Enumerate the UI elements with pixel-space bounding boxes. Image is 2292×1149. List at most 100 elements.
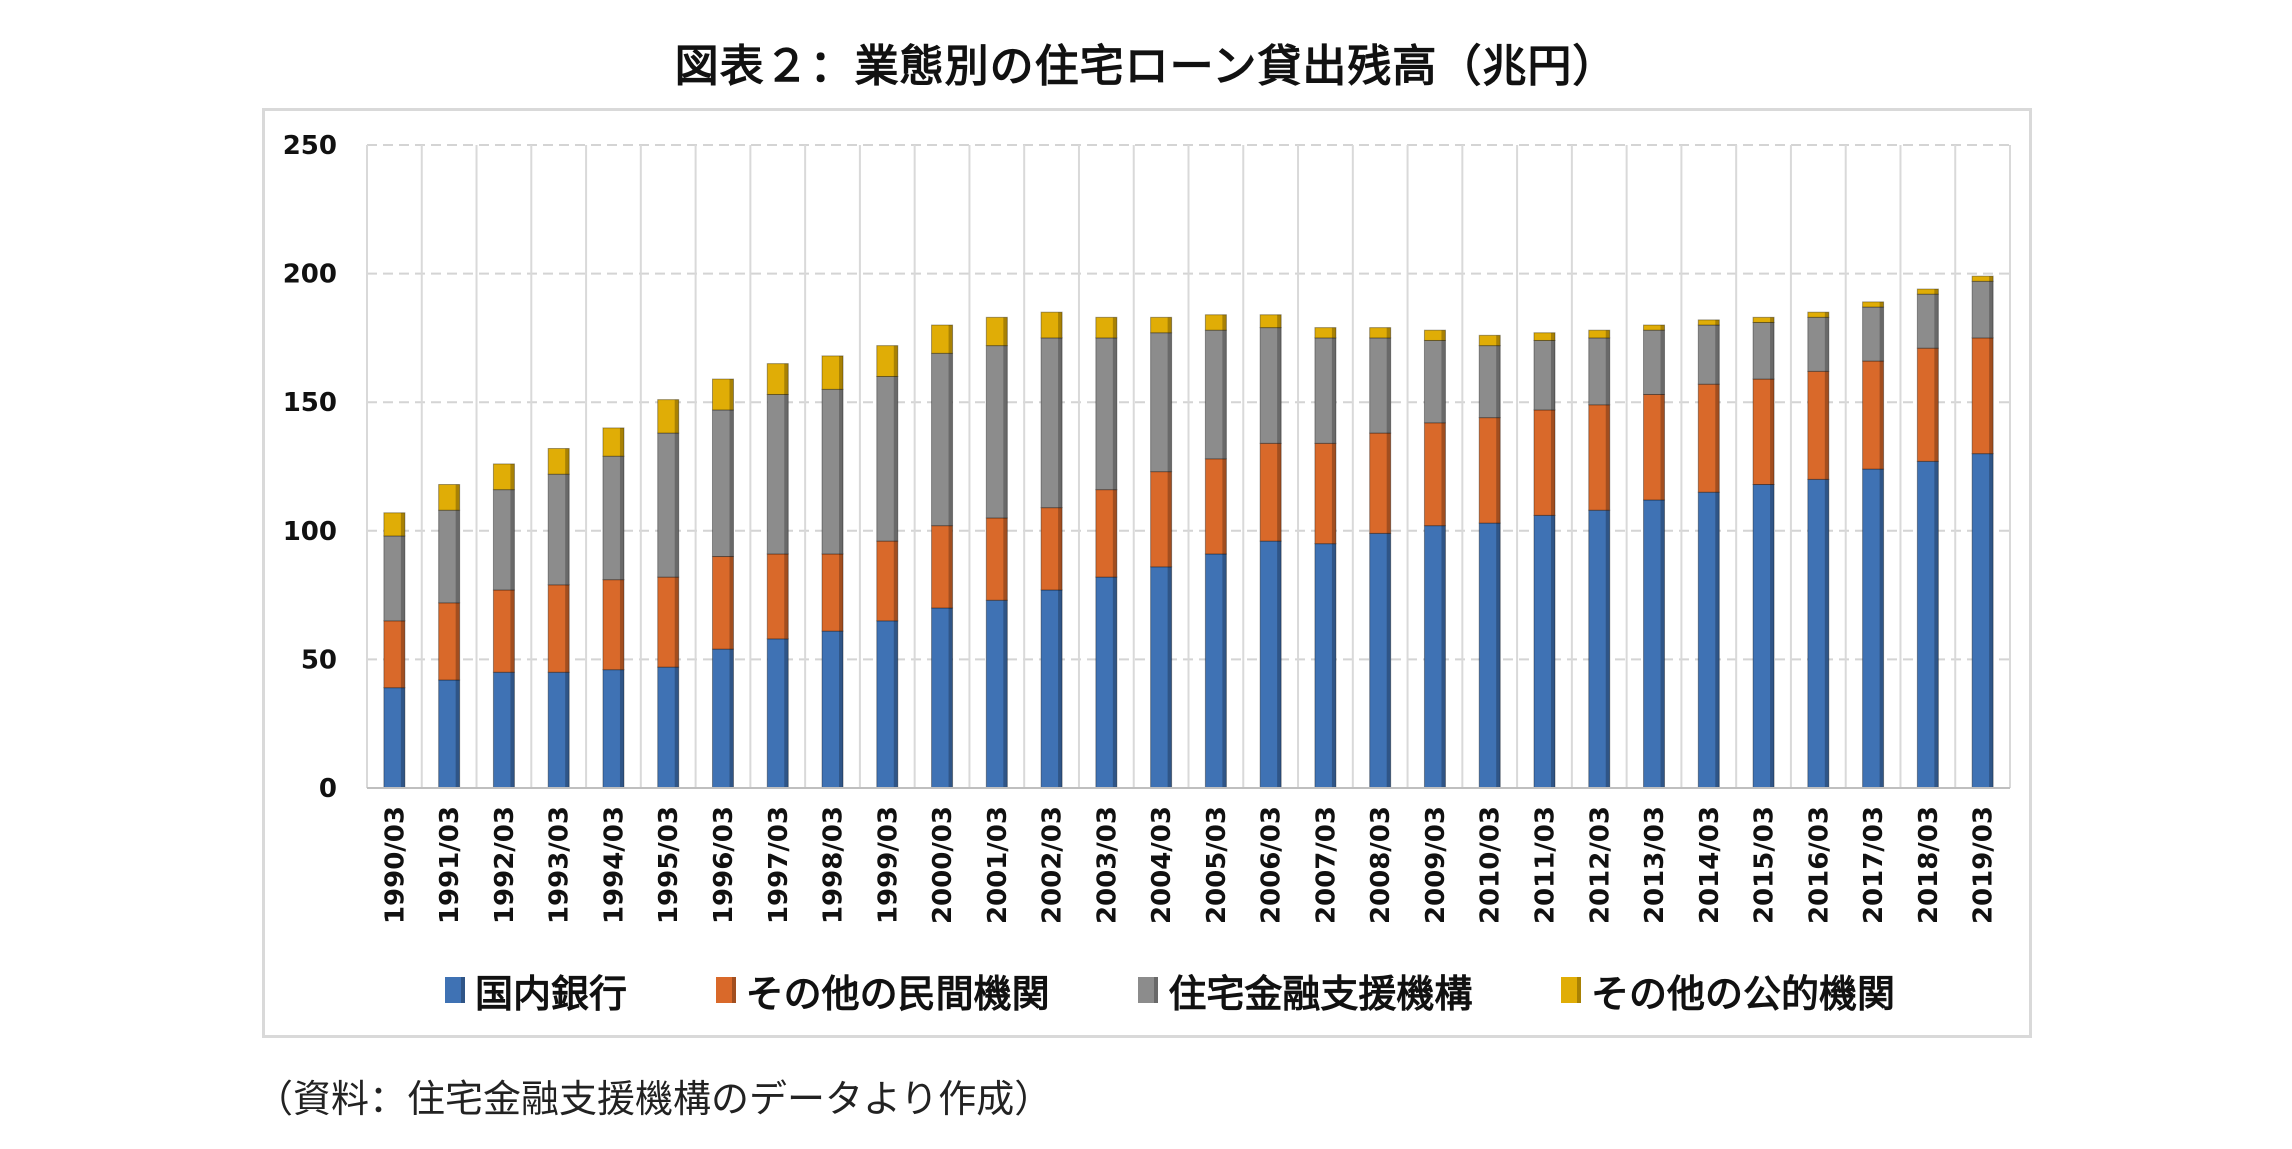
x-tick-label: 2007/03: [1311, 806, 1341, 924]
bar-segment-series-2: [1040, 507, 1063, 591]
bar-segment-shade: [1003, 517, 1008, 601]
legend-swatch: [445, 977, 465, 1003]
bar-segment-series-4: [1040, 311, 1063, 339]
chart-frame: [262, 108, 2032, 1038]
bar-segment-shade: [1824, 312, 1829, 318]
bar-segment-shade: [1879, 469, 1884, 788]
bar-segment-series-2: [383, 620, 406, 689]
x-tick-label: 1995/03: [654, 806, 684, 924]
legend-label: その他の民間機関: [745, 971, 1050, 1016]
bar-segment-shade: [1167, 332, 1172, 472]
x-tick-label: 2003/03: [1092, 806, 1122, 924]
bar-segment-series-4: [1971, 275, 1994, 282]
bar-segment-shade: [1550, 332, 1555, 341]
bar-segment-shade: [1989, 337, 1994, 454]
bar-segment-shade: [1770, 379, 1775, 485]
bar-segment-series-4: [1916, 288, 1939, 295]
legend-item: その他の公的機関: [1560, 963, 1895, 1018]
bar-segment-shade: [1331, 327, 1336, 338]
bar-segment-shade: [1715, 325, 1720, 385]
bar-segment-shade: [784, 553, 789, 639]
x-tick-label: 2012/03: [1585, 806, 1615, 924]
bar-segment-shade: [1058, 312, 1063, 338]
bar-segment-shade: [1112, 489, 1117, 578]
bar-segment-shade: [1715, 384, 1720, 493]
bar-segment-series-4: [1533, 332, 1556, 341]
bar-segment-shade: [1222, 553, 1227, 788]
bar-segment-shade: [1824, 371, 1829, 480]
y-tick-label: 150: [283, 388, 337, 418]
bar-segment-shade: [565, 584, 570, 673]
x-tick-label: 1999/03: [873, 806, 903, 924]
bar-segment-shade: [1605, 330, 1610, 338]
bar-segment-shade: [400, 535, 405, 621]
y-tick-label: 100: [283, 517, 337, 547]
bar-segment-shade: [455, 602, 460, 680]
bar-segment-shade: [510, 589, 515, 673]
bar-segment-series-4: [1150, 316, 1173, 334]
bar-segment-shade: [1058, 589, 1063, 788]
x-tick-label: 2002/03: [1038, 806, 1068, 924]
bar-segment-shade: [1989, 276, 1994, 282]
bar-segment-shade: [619, 579, 624, 670]
bar-segment-series-4: [383, 512, 406, 537]
bar-segment-shade: [674, 433, 679, 578]
bar-segment-shade: [1496, 335, 1501, 346]
legend-item: 住宅金融支援機構: [1138, 963, 1472, 1018]
bar-segment-shade: [1167, 566, 1172, 788]
x-tick-label: 2018/03: [1914, 806, 1944, 924]
chart-title: 図表２：業態別の住宅ローン貸出残高（兆円）: [674, 41, 1618, 92]
bar-segment-series-4: [1862, 301, 1885, 308]
bar-segment-series-4: [1697, 319, 1720, 326]
bar-segment-series-4: [547, 447, 570, 475]
bar-segment-shade: [729, 649, 734, 788]
bar-segment-shade: [948, 607, 953, 788]
x-tick-label: 1994/03: [599, 806, 629, 924]
x-tick-label: 1998/03: [819, 806, 849, 924]
bar-segment-shade: [1496, 345, 1501, 418]
bar-segment-shade: [1112, 577, 1117, 788]
bar-segment-shade: [1770, 322, 1775, 380]
bar-segment-shade: [1386, 533, 1391, 788]
bar-segment-series-4: [766, 363, 789, 395]
bar-segment-shade: [1003, 600, 1008, 788]
bar-segment-shade: [1058, 337, 1063, 508]
bar-segment-shade: [1660, 394, 1665, 500]
x-tick-label: 2004/03: [1147, 806, 1177, 924]
bar-segment-series-4: [876, 345, 899, 377]
bar-segment-shade: [1441, 525, 1446, 788]
bar-segment-shade: [1277, 327, 1282, 444]
bar-segment-shade: [1715, 492, 1720, 788]
bar-segment-shade: [1386, 433, 1391, 534]
bar-segment-shade: [565, 672, 570, 788]
bar-segment-shade: [510, 672, 515, 788]
legend: 国内銀行 その他の民間機関 住宅金融支援機構 その他の公的機関: [445, 960, 1895, 1020]
x-tick-label: 2013/03: [1640, 806, 1670, 924]
bar-segment-series-4: [1643, 324, 1666, 331]
bar-segment-shade: [1441, 422, 1446, 526]
bar-segment-shade: [1605, 337, 1610, 405]
bar-segment-shade: [1824, 317, 1829, 372]
bar-segment-shade: [839, 631, 844, 788]
bar-segment-shade: [1003, 345, 1008, 518]
bar-segment-shade: [948, 525, 953, 608]
x-tick-label: 2011/03: [1530, 806, 1560, 924]
x-tick-label: 2019/03: [1969, 806, 1999, 924]
bar-segment-shade: [1934, 348, 1939, 462]
bar-segment-shade: [1167, 471, 1172, 567]
bar-segment-shade: [1386, 337, 1391, 434]
x-tick-label: 2001/03: [983, 806, 1013, 924]
bar-segment-shade: [1989, 453, 1994, 788]
bar-segment-shade: [1222, 330, 1227, 459]
bar-segment-shade: [729, 379, 734, 410]
bar-segment-shade: [1550, 515, 1555, 788]
bar-segment-series-4: [1478, 334, 1501, 347]
bar-segment-shade: [565, 474, 570, 585]
bar-segment-shade: [1496, 417, 1501, 524]
bar-segment-shade: [674, 399, 679, 434]
bar-segment-shade: [839, 389, 844, 554]
bar-segment-shade: [948, 353, 953, 526]
bar-segment-series-4: [602, 427, 625, 457]
bar-segment-shade: [1112, 317, 1117, 338]
